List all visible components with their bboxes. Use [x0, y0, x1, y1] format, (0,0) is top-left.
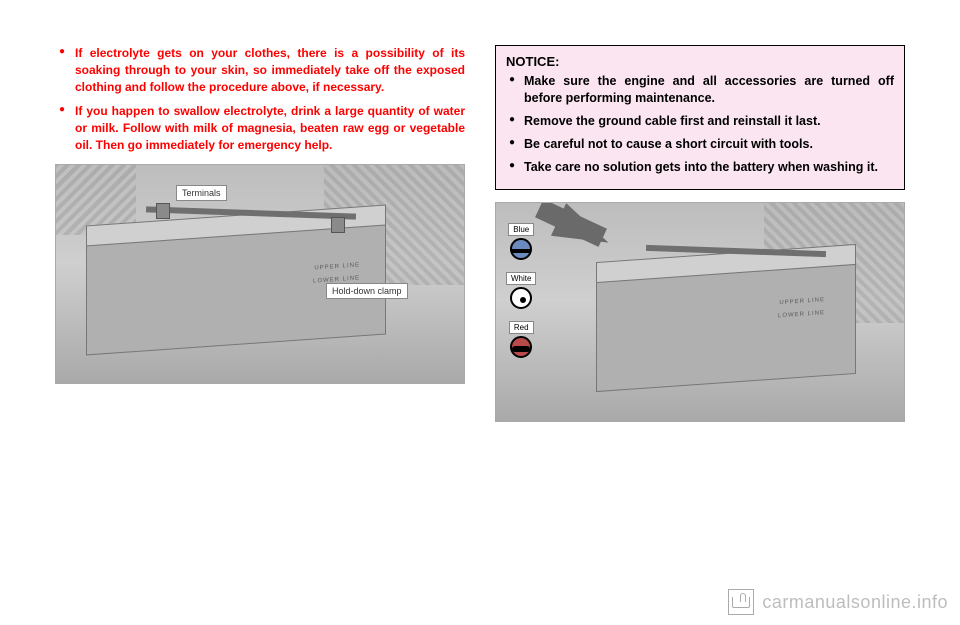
notice-box: NOTICE: Make sure the engine and all acc…: [495, 45, 905, 190]
indicator-blue: Blue: [506, 223, 536, 260]
upper-line-text: UPPER LINE: [314, 262, 360, 271]
callout-terminals: Terminals: [176, 185, 227, 201]
callout-hold-down-clamp: Hold-down clamp: [326, 283, 408, 299]
battery-diagram-left: UPPER LINE LOWER LINE Terminals Hold-dow…: [55, 164, 465, 384]
indicator-label: Blue: [508, 223, 534, 236]
indicator-dot-icon: [510, 238, 532, 260]
terminal-post-shape: [331, 217, 345, 233]
notice-title: NOTICE:: [506, 54, 894, 69]
battery-diagram-right: UPPER LINE LOWER LINE Blue White Red: [495, 202, 905, 422]
watermark-text: carmanualsonline.info: [762, 592, 948, 613]
warning-bullet: If electrolyte gets on your clothes, the…: [55, 45, 465, 95]
indicator-white: White: [506, 272, 536, 309]
lower-line-text: LOWER LINE: [778, 310, 825, 319]
notice-item: Make sure the engine and all accessories…: [506, 73, 894, 107]
book-icon: [728, 589, 754, 615]
right-column: NOTICE: Make sure the engine and all acc…: [480, 45, 920, 625]
warning-bullet-list: If electrolyte gets on your clothes, the…: [55, 45, 465, 154]
terminal-post-shape: [156, 203, 170, 219]
indicator-dot-icon: [510, 336, 532, 358]
notice-item: Remove the ground cable first and reinst…: [506, 113, 894, 130]
notice-item: Be careful not to cause a short circuit …: [506, 136, 894, 153]
indicator-legend: Blue White Red: [506, 223, 536, 358]
indicator-red: Red: [506, 321, 536, 358]
watermark: carmanualsonline.info: [728, 589, 948, 615]
upper-line-text: UPPER LINE: [779, 297, 825, 306]
notice-list: Make sure the engine and all accessories…: [506, 73, 894, 175]
indicator-label: Red: [509, 321, 534, 334]
battery-body-shape: UPPER LINE LOWER LINE: [596, 264, 856, 392]
indicator-label: White: [506, 272, 536, 285]
manual-page: If electrolyte gets on your clothes, the…: [0, 0, 960, 625]
warning-bullet: If you happen to swallow electrolyte, dr…: [55, 103, 465, 153]
left-column: If electrolyte gets on your clothes, the…: [40, 45, 480, 625]
notice-item: Take care no solution gets into the batt…: [506, 159, 894, 176]
indicator-dot-icon: [510, 287, 532, 309]
pointer-arrow-head: [551, 203, 616, 259]
